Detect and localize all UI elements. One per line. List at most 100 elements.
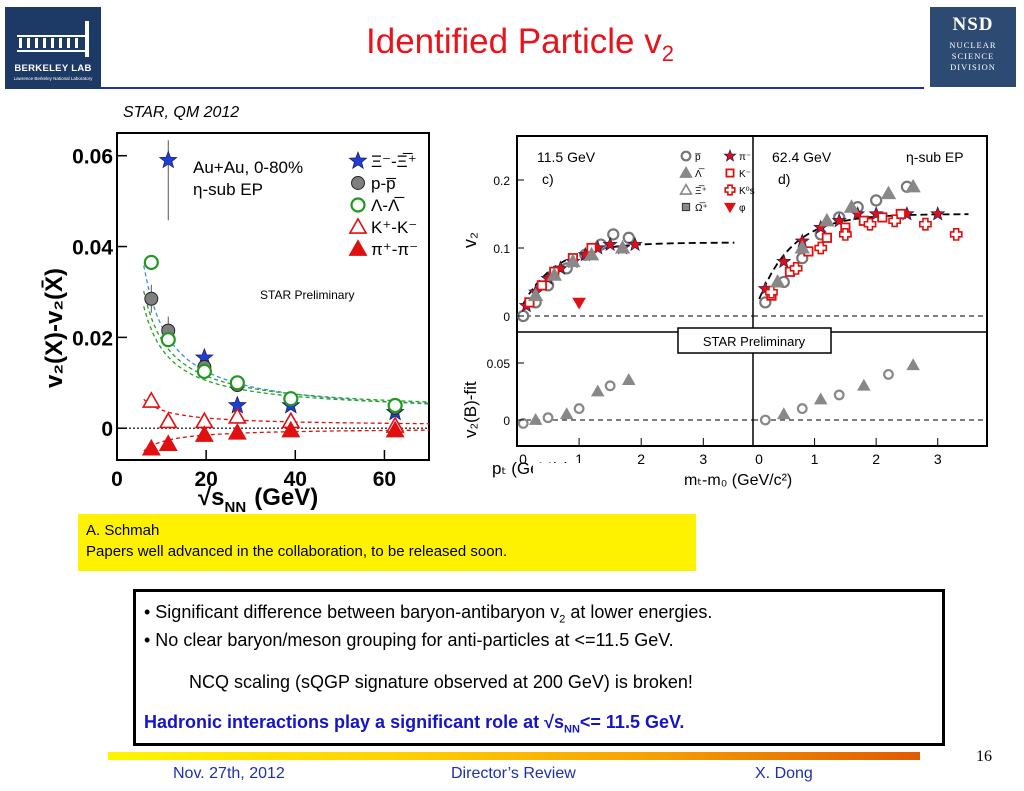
data-point [765, 285, 778, 299]
legend-label: p-p̅ [371, 174, 396, 193]
data-point [627, 236, 643, 252]
data-point [158, 150, 178, 169]
x-axis-label: √sNN (GeV) [198, 484, 318, 516]
y-tick-label: 0 [101, 418, 113, 441]
title-main: Identified Particle v [366, 22, 662, 61]
data-points [517, 178, 963, 429]
ep-label: η-sub EP [193, 180, 263, 199]
berkeley-building-icon [17, 21, 89, 57]
logo-right-lines: NUCLEAR SCIENCE DIVISION [930, 40, 1016, 73]
data-point [814, 241, 828, 255]
legend-marker [679, 165, 693, 178]
legend-label: p̅ [695, 152, 701, 163]
panel-d-tag: d) [778, 171, 790, 187]
footer-event: Director’s Review [451, 765, 576, 782]
data-point [769, 274, 786, 288]
data-point [572, 297, 586, 310]
x-tick-label: 3 [699, 451, 707, 467]
footer-date: Nov. 27th, 2012 [173, 765, 285, 782]
conclusion-line-4: Hadronic interactions play a significant… [144, 712, 684, 736]
data-point [607, 228, 620, 241]
data-point [158, 411, 178, 429]
data-point [819, 212, 835, 227]
data-point [143, 254, 159, 271]
x-tick-label: 20 [194, 468, 217, 491]
data-point [141, 438, 161, 456]
slide-title: Identified Particle v2 [300, 22, 740, 67]
conclusion-line-2: • No clear baryon/meson grouping for ant… [144, 630, 674, 650]
y-tick-label: 0.05 [487, 357, 511, 371]
data-point [385, 420, 405, 438]
legend-marker [679, 182, 693, 195]
footer-author: X. Dong [755, 765, 813, 782]
data-point [776, 253, 792, 269]
legend-marker [348, 239, 368, 256]
x-tick-label: 0 [755, 451, 763, 467]
data-point [227, 407, 247, 424]
logo-left-subtext: Lawrence Berkeley National Laboratory [13, 76, 93, 81]
data-point [546, 267, 562, 281]
legend: Ξ⁻-Ξ̅⁺ p-p̅ Λ-Λ̅ K⁺-K⁻ π⁺-π⁻ [348, 150, 418, 259]
axis-ticks: 0 0.1 0.2 0 0.05 0 1 2 3 0 1 2 3 [487, 174, 942, 467]
ep-label-right: η-sub EP [906, 149, 964, 165]
x-tick-label: 0 [111, 468, 123, 491]
note-text: Papers well advanced in the collaboratio… [86, 543, 508, 560]
data-point [527, 287, 544, 302]
x-tick-label: 60 [373, 468, 396, 491]
line1-sub: 2 [559, 613, 566, 626]
x-axis-label-main: √s [198, 484, 225, 511]
data-point [283, 391, 299, 407]
data-point [583, 246, 600, 261]
x-tick-label: 0 [519, 451, 527, 467]
data-point [229, 375, 245, 391]
data-point [930, 206, 946, 221]
data-point [870, 194, 883, 207]
x-axis-label-unit: (GeV) [254, 484, 318, 511]
line1-end: at lower energies. [565, 602, 713, 622]
label-cover [533, 463, 617, 482]
right-legend: p̅ π⁻ Λ̅ K⁻ Ξ̅⁺ K⁰s Ω̅⁺ φ [679, 149, 755, 214]
line4-sub: NN [564, 723, 580, 736]
data-point [794, 240, 810, 254]
line1-main: • Significant difference between baryon-… [144, 602, 560, 622]
data-point [877, 212, 888, 223]
preliminary-box [677, 327, 832, 354]
berkeley-lab-logo: BERKELEY LAB Lawrence Berkeley National … [5, 7, 101, 89]
x-tick-label: 3 [934, 451, 942, 467]
legend-label: K⁰s [739, 186, 755, 197]
note-author: A. Schmah [86, 522, 160, 539]
legend-label: π⁺-π⁻ [371, 240, 418, 259]
legend-marker [348, 150, 368, 170]
data-point [843, 199, 860, 213]
y-tick-label: 0.02 [72, 327, 113, 350]
right-plot: 0 0.1 0.2 0 0.05 0 1 2 3 0 1 2 3 11.5 GeV c) 62.4 Ge… [460, 135, 988, 489]
data-point [387, 397, 403, 414]
residual-point [796, 403, 808, 415]
residual-point [833, 389, 845, 401]
nsd-logo: NSD NUCLEAR SCIENCE DIVISION [930, 7, 1016, 87]
x-tick-label: 2 [637, 451, 645, 467]
conclusion-box: • Significant difference between baryon-… [133, 589, 945, 746]
right-plot-frame [516, 135, 988, 447]
data-point [622, 231, 635, 244]
legend-marker [724, 202, 736, 214]
ncq-fit-curve [522, 241, 735, 305]
panel-c-tag: c) [542, 171, 554, 187]
data-point [821, 232, 832, 243]
legend-label: K⁻ [739, 169, 751, 180]
y-tick-label: 0 [503, 414, 510, 428]
data-point [888, 214, 902, 228]
legend-label: φ [739, 203, 746, 214]
logo-right-line: SCIENCE [951, 51, 995, 61]
slide-number: 16 [976, 748, 992, 765]
top-y-axis-label: v₂ [460, 232, 480, 248]
y-tick-label: 0.2 [493, 174, 510, 188]
data-point [863, 217, 877, 231]
legend-label: K⁺-K⁻ [371, 218, 417, 237]
data-point [536, 280, 547, 291]
logo-right-line: NUCLEAR [949, 40, 997, 50]
line4-end: <= 11.5 GeV. [579, 712, 685, 732]
residual-point [906, 358, 920, 371]
legend-label: Ξ̅⁺ [695, 185, 707, 197]
fit-curve [143, 429, 429, 452]
